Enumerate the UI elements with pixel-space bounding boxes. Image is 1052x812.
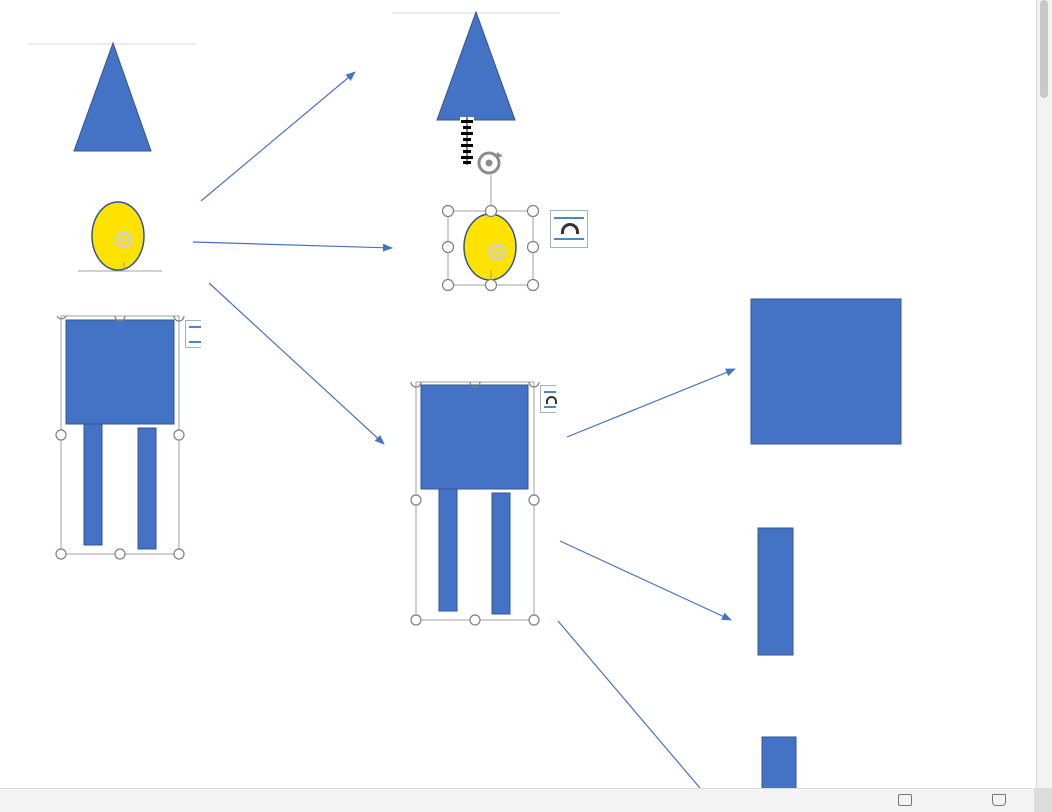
resize-handle[interactable]: [469, 381, 481, 388]
left-leg-left[interactable]: [83, 423, 103, 546]
resize-handle[interactable]: [526, 240, 540, 254]
vertical-scrollbar[interactable]: [1036, 0, 1052, 788]
middle-egg[interactable]: [463, 213, 517, 281]
scrollbar-thumb[interactable]: [1040, 0, 1048, 98]
right-square[interactable]: [750, 298, 902, 445]
left-body-square[interactable]: [65, 319, 175, 425]
resize-handle[interactable]: [55, 429, 67, 441]
resize-handle[interactable]: [526, 278, 540, 292]
resize-handle[interactable]: [484, 278, 498, 292]
left-leg-right[interactable]: [137, 427, 157, 550]
resize-handle[interactable]: [173, 315, 185, 322]
resize-handle[interactable]: [526, 204, 540, 218]
resize-handle[interactable]: [441, 204, 455, 218]
left-egg-group[interactable]: [78, 201, 162, 272]
resize-handle[interactable]: [114, 315, 126, 322]
scrollbar-corner: [1034, 788, 1052, 812]
right-bar[interactable]: [757, 527, 794, 656]
center-leg-right[interactable]: [491, 492, 511, 615]
resize-handle[interactable]: [484, 204, 498, 218]
resize-handle[interactable]: [528, 494, 540, 506]
anchor-icon[interactable]: [460, 117, 474, 165]
arrow-to-right-square[interactable]: [566, 368, 736, 438]
middle-egg-group[interactable]: [441, 204, 540, 292]
read-mode-icon[interactable]: [992, 794, 1006, 806]
layout-options-icon[interactable]: [185, 320, 201, 348]
arrow-to-bottom-bar[interactable]: [557, 620, 701, 788]
resize-handle[interactable]: [441, 278, 455, 292]
resize-handle[interactable]: [173, 429, 185, 441]
arrow-to-center-group[interactable]: [208, 282, 385, 445]
resize-handle[interactable]: [114, 548, 126, 560]
center-body-square[interactable]: [420, 384, 529, 490]
resize-handle[interactable]: [56, 315, 67, 320]
drawing-surface[interactable]: [0, 0, 1036, 788]
resize-handle[interactable]: [441, 240, 455, 254]
rotate-handle-icon[interactable]: [115, 231, 133, 249]
left-triangle[interactable]: [73, 41, 152, 152]
resize-handle[interactable]: [469, 614, 481, 626]
resize-handle[interactable]: [528, 381, 540, 388]
resize-handle[interactable]: [410, 614, 422, 626]
focus-mode-icon[interactable]: [898, 794, 912, 806]
layout-options-icon[interactable]: [540, 385, 557, 413]
resize-handle[interactable]: [410, 494, 422, 506]
status-bar: [0, 788, 1052, 812]
document-canvas[interactable]: [0, 0, 1036, 788]
left-group[interactable]: [55, 315, 185, 560]
arrow-to-middle-egg[interactable]: [192, 241, 393, 252]
resize-handle[interactable]: [173, 548, 185, 560]
resize-handle[interactable]: [55, 548, 67, 560]
center-group[interactable]: [410, 381, 540, 626]
bottom-bar[interactable]: [761, 736, 797, 788]
rotate-handle-icon[interactable]: [477, 151, 503, 175]
arrow-to-top-triangle[interactable]: [200, 71, 356, 202]
center-leg-left[interactable]: [438, 488, 458, 612]
layout-options-icon[interactable]: [550, 210, 588, 248]
resize-handle[interactable]: [528, 614, 540, 626]
top-triangle[interactable]: [436, 10, 516, 121]
rotate-handle-icon[interactable]: [488, 243, 506, 261]
resize-handle[interactable]: [410, 381, 422, 388]
arrow-to-right-bar[interactable]: [559, 540, 732, 621]
